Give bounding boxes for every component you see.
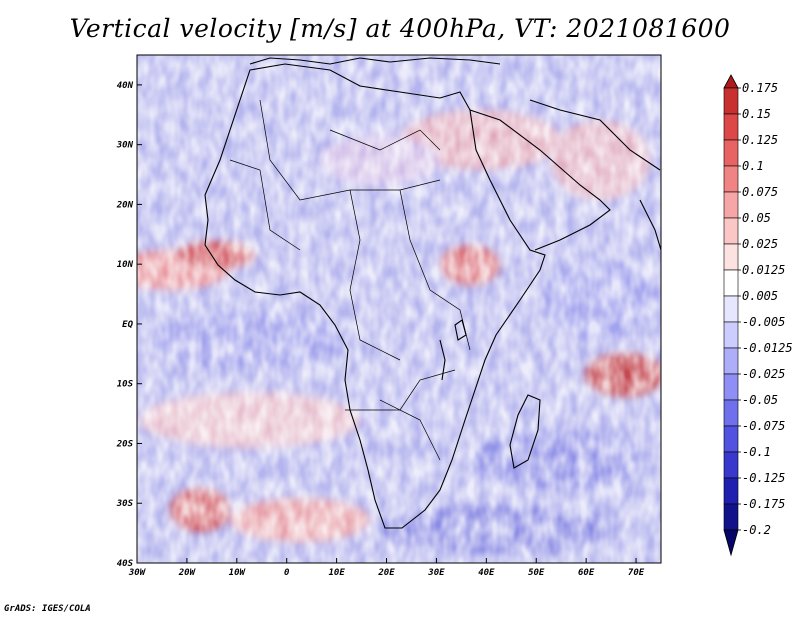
colorbar-segment [723, 87, 739, 115]
lon-label: 10E [328, 568, 345, 578]
colorbar-label: -0.125 [742, 471, 785, 485]
lat-label: 30N [116, 141, 134, 151]
velocity-field [137, 55, 661, 563]
colorbar-label: -0.075 [742, 419, 785, 433]
lon-label: 50E [528, 568, 545, 578]
lat-label: 30S [116, 499, 134, 509]
lat-label: 20S [116, 439, 134, 449]
credit-text: GrADS: IGES/COLA [4, 604, 91, 614]
colorbar-segment [723, 295, 739, 323]
colorbar-segment [723, 347, 739, 375]
lon-label: 60E [578, 568, 595, 578]
colorbar-label: 0.125 [742, 133, 778, 147]
colorbar-label: -0.0125 [742, 341, 793, 355]
axis-ticks [136, 84, 637, 564]
lat-label: 40N [117, 81, 134, 91]
lat-label: 40S [117, 559, 134, 569]
colorbar-label: 0.025 [742, 237, 778, 251]
lon-label: 70E [628, 568, 645, 578]
colorbar-label: -0.05 [742, 393, 778, 407]
colorbar-segment [723, 503, 739, 531]
colorbar-label: -0.2 [742, 523, 771, 537]
axis-labels: 30W 20W 10W 0 10E 20E 30E 40E 50E 60E 70E 40N 30N 20N… [116, 81, 645, 578]
lon-label: 40E [478, 568, 495, 578]
lon-label: 20W [178, 568, 197, 578]
colorbar-label: 0.075 [742, 185, 778, 199]
lon-label: 0 [284, 568, 290, 578]
plot-frame [136, 54, 662, 564]
colorbar-segment [723, 269, 739, 297]
map-title: Vertical velocity [m/s] at 400hPa, VT: 2… [69, 14, 731, 43]
colorbar-segment [723, 139, 739, 167]
colorbar-top-arrow [723, 74, 739, 89]
lat-label: 10S [117, 380, 134, 390]
colorbar-segment [723, 321, 739, 349]
colorbar-segment [723, 191, 739, 219]
colorbar-segment [723, 477, 739, 505]
colorbar-segment [723, 113, 739, 141]
colorbar-segment [723, 425, 739, 453]
colorbar-label: 0.0125 [742, 263, 785, 277]
colorbar-bottom-arrow [723, 529, 739, 557]
lon-label: 20E [377, 568, 395, 578]
colorbar-segment [723, 165, 739, 193]
colorbar-label: 0.1 [742, 159, 764, 173]
colorbar-label: 0.15 [742, 107, 771, 121]
lat-label: EQ [122, 320, 133, 330]
colorbar-segment [723, 373, 739, 401]
colorbar: 0.175 0.15 0.125 0.1 0.075 0.05 0.025 0.0125 0.0… [723, 74, 793, 557]
lat-label: 10N [117, 260, 134, 270]
colorbar-label: -0.175 [742, 497, 785, 511]
lon-label: 30W [128, 568, 147, 578]
colorbar-label: -0.1 [742, 445, 771, 459]
colorbar-segment [723, 217, 739, 245]
lon-label: 10W [229, 568, 247, 578]
colorbar-label: 0.005 [742, 289, 778, 303]
lat-label: 20N [116, 200, 134, 210]
colorbar-label: -0.005 [742, 315, 785, 329]
colorbar-label: 0.175 [742, 81, 778, 95]
coastline [204, 57, 661, 529]
colorbar-segment [723, 399, 739, 427]
colorbar-label: -0.025 [742, 367, 785, 381]
colorbar-label: 0.05 [742, 211, 771, 225]
lon-label: 30E [427, 568, 445, 578]
colorbar-segment [723, 243, 739, 271]
colorbar-segment [723, 451, 739, 479]
